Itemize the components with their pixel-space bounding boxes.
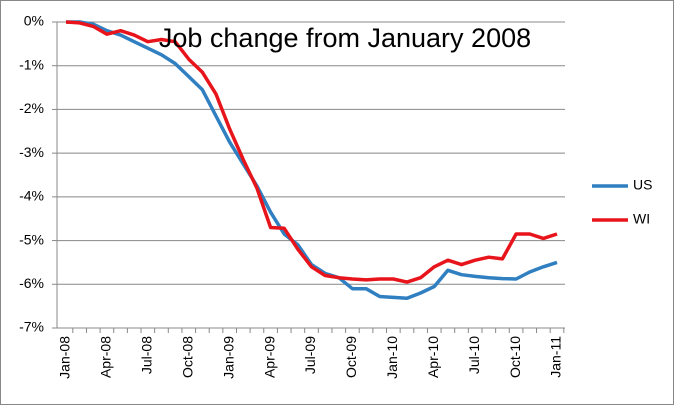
x-tick-label: Apr-10 <box>425 336 441 378</box>
y-tick-label: -2% <box>19 100 44 116</box>
x-tick-label: Jul-10 <box>466 336 482 374</box>
x-tick-label: Jan-10 <box>384 336 400 379</box>
x-tick-label: Jan-11 <box>548 336 564 378</box>
x-tick-label: Apr-09 <box>261 336 277 378</box>
legend-label: WI <box>633 211 650 227</box>
y-tick-label: -4% <box>19 188 44 204</box>
y-tick-label: -6% <box>19 275 44 291</box>
y-tick-label: -5% <box>19 231 44 247</box>
x-tick-label: Oct-08 <box>179 336 195 378</box>
y-tick-label: -1% <box>19 56 44 72</box>
chart-title: Job change from January 2008 <box>159 23 531 53</box>
y-tick-label: -3% <box>19 144 44 160</box>
x-tick-label: Jan-09 <box>220 336 236 379</box>
x-tick-label: Jul-08 <box>139 336 155 374</box>
x-tick-label: Oct-09 <box>343 336 359 378</box>
y-tick-label: -7% <box>19 319 44 335</box>
data-line <box>65 20 558 284</box>
x-tick-label: Apr-08 <box>98 336 114 378</box>
x-tick-label: Jan-08 <box>57 336 73 379</box>
x-tick-label: Oct-10 <box>507 336 523 378</box>
x-tick-label: Jul-09 <box>302 336 318 374</box>
y-tick-label: 0% <box>24 13 44 29</box>
legend-label: US <box>633 177 652 193</box>
